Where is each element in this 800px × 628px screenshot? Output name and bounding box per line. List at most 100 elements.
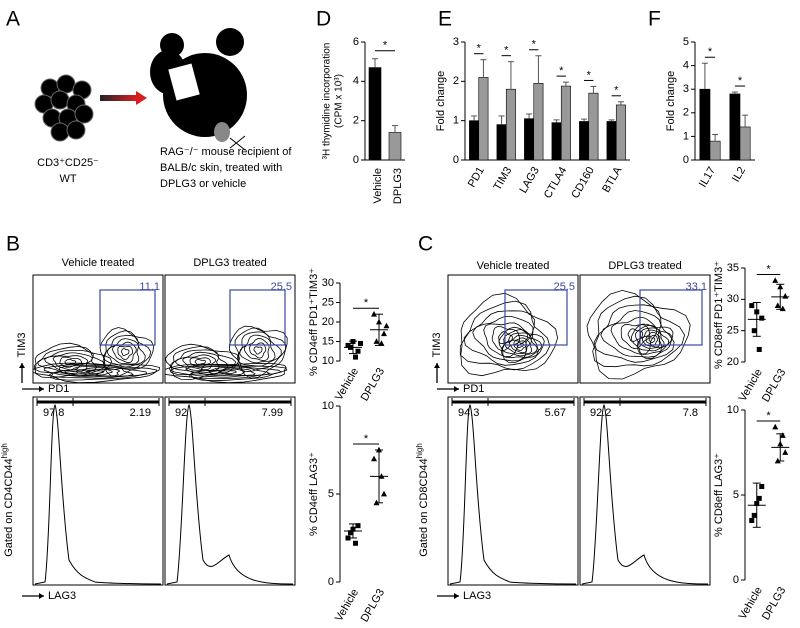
contour-line [182, 354, 217, 371]
axis-arrow-head [39, 386, 44, 392]
y-tick-label: 2 [453, 75, 459, 87]
contour-line [249, 342, 267, 359]
contour-line [218, 370, 237, 374]
y-axis-label: (CPM x 10³) [334, 74, 345, 128]
contour-line [190, 366, 271, 378]
data-point [348, 530, 353, 536]
bar [560, 85, 571, 161]
y-tick-label: 3 [683, 83, 689, 95]
transfer-arrow [100, 91, 147, 105]
contour-line [75, 368, 113, 376]
histogram-marker: LAG3 [463, 590, 491, 602]
gated-on-sup: high [0, 443, 9, 458]
x-tick-label: DPLG3 [392, 168, 404, 204]
panel-label: D [316, 8, 331, 31]
significance-star: * [708, 46, 713, 58]
contour-line [37, 350, 97, 374]
y-tick-label: 3 [453, 36, 459, 48]
y-axis-label: % CD4eff PD1⁺TIM3⁺ [308, 268, 320, 376]
panel-label: C [418, 233, 433, 256]
bar [615, 104, 626, 161]
y-tick-label: 25 [322, 296, 334, 308]
x-tick-label: Vehicle [372, 168, 384, 203]
flow-contours [459, 292, 559, 377]
bar [729, 93, 741, 161]
y-marker: TIM3 [431, 332, 443, 357]
axis-arrow-head [454, 593, 459, 599]
y-tick-label: 4 [683, 60, 689, 72]
y-tick-label: 35 [727, 262, 739, 274]
y-tick-label: 15 [322, 335, 334, 347]
contour-line [239, 334, 276, 364]
y-tick-label: 0 [453, 154, 459, 166]
histogram-gate-value: 7.99 [262, 407, 283, 419]
gate [99, 289, 156, 346]
axis-arrow-head [39, 593, 44, 599]
contour-line [184, 365, 283, 379]
x-tick-label: Vehicle [333, 587, 361, 624]
data-point [355, 523, 361, 529]
y-tick-label: 5 [733, 489, 739, 501]
data-point [345, 535, 351, 541]
recipient-text: BALB/c skin, treated with [160, 162, 282, 174]
bar [524, 118, 535, 161]
contour-line [586, 289, 691, 380]
contour-line [463, 310, 539, 366]
contour-line [43, 363, 158, 381]
contour-line [64, 359, 77, 365]
data-point [756, 495, 762, 501]
histogram-gate-value: 5.67 [545, 407, 566, 419]
bar [478, 77, 489, 161]
data-point [373, 338, 380, 344]
significance-star: * [477, 43, 482, 55]
significance-star: * [504, 45, 509, 57]
y-tick-label: 1 [683, 130, 689, 142]
contour-line [483, 322, 528, 358]
y-tick-label: 0 [353, 154, 359, 166]
contour-line [459, 300, 551, 371]
significance-star: * [532, 39, 537, 51]
contour-line [33, 362, 161, 383]
histogram-curve [581, 404, 709, 585]
y-axis-label: Fold change [665, 71, 677, 132]
bar [469, 120, 480, 161]
data-point [749, 518, 755, 523]
contour-line [648, 337, 656, 344]
contour-line [641, 331, 661, 348]
contour-line [645, 334, 659, 346]
significance-star: * [587, 69, 592, 81]
data-point [751, 328, 757, 334]
gate-value: 33.1 [686, 281, 707, 293]
histogram-gate-value: 94.3 [458, 407, 479, 419]
contour-line [635, 324, 673, 355]
data-point [782, 449, 789, 455]
contour-line [99, 327, 155, 377]
plot-title: DPLG3 treated [193, 257, 266, 269]
contour-line [197, 367, 256, 376]
recipient-text: DPLG3 or vehicle [160, 178, 246, 190]
data-point [371, 455, 377, 462]
bar [709, 140, 721, 161]
y-tick-label: 30 [727, 293, 739, 305]
significance-star: * [614, 85, 619, 97]
contour-line [228, 325, 288, 379]
contour-line [253, 346, 263, 355]
y-tick-label: 10 [727, 404, 739, 416]
panel-label: E [438, 8, 452, 31]
significance-star: * [559, 65, 564, 77]
gate-value: 25.5 [271, 281, 292, 293]
bar [551, 122, 562, 161]
flow-contours [586, 289, 691, 380]
data-point [756, 346, 762, 352]
bar [533, 83, 544, 161]
contour-line [64, 367, 121, 377]
contour-line [59, 356, 83, 368]
histogram-gate-value: 7.8 [683, 407, 698, 419]
bar [368, 67, 382, 161]
x-tick-label: PD1 [466, 165, 487, 190]
x-tick-label: LAG3 [517, 165, 541, 195]
gate [229, 289, 286, 346]
data-point [749, 303, 755, 309]
y-tick-label: 6 [353, 36, 359, 48]
